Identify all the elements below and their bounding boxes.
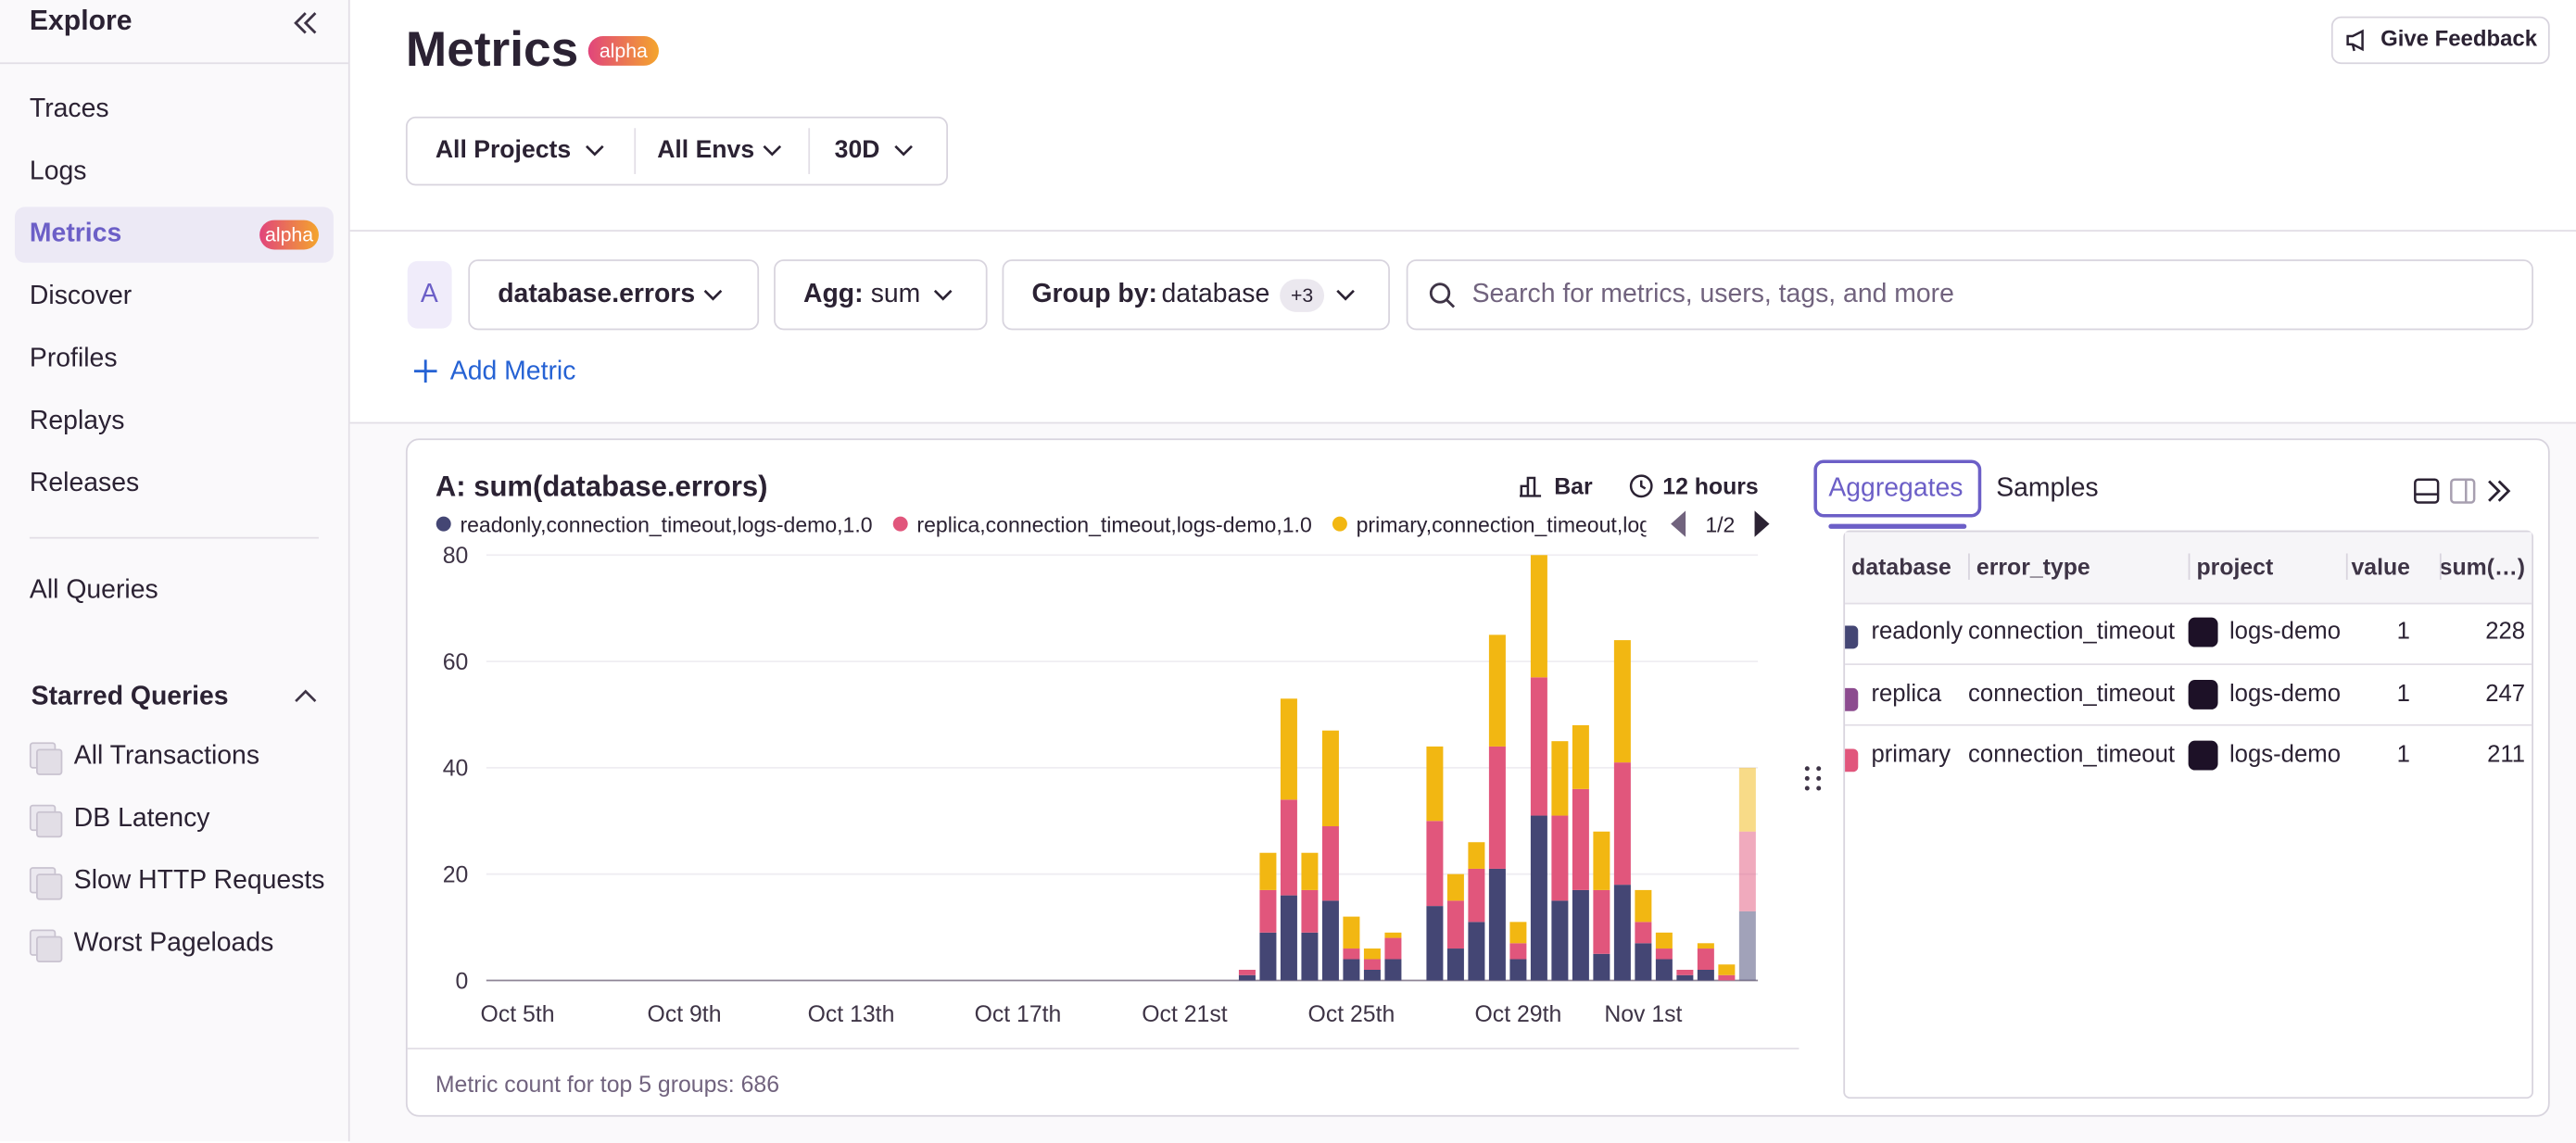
add-metric[interactable]: Add Metric <box>449 358 576 386</box>
star-icon <box>36 936 63 962</box>
interval[interactable]: 12 hours <box>1662 472 1759 499</box>
clock-icon <box>1629 474 1653 498</box>
divider <box>29 536 319 539</box>
column-divider <box>2345 553 2348 580</box>
megaphone-icon <box>2346 29 2364 52</box>
group-value[interactable]: database <box>1161 281 1270 309</box>
column-header: value <box>2351 553 2410 580</box>
tab-underline <box>1828 523 1967 529</box>
tab[interactable]: Aggregates <box>1828 474 1964 503</box>
table-cell: logs-demo <box>2229 680 2341 708</box>
filter[interactable]: All Projects <box>435 136 572 165</box>
column-header: project <box>2196 553 2274 580</box>
table-cell: primary <box>1871 742 1951 769</box>
row-swatch <box>1845 625 1859 649</box>
row-swatch <box>1845 748 1859 772</box>
star-icon <box>36 810 63 838</box>
nav-item[interactable]: Metrics <box>29 220 122 248</box>
nav-item[interactable]: Traces <box>29 94 109 123</box>
query-letter: A <box>420 281 438 309</box>
tab-focus <box>1813 459 1982 518</box>
divider <box>349 230 2576 232</box>
starred-query[interactable]: Worst Pageloads <box>73 929 274 958</box>
group-extra: +3 <box>1280 279 1325 312</box>
sidebar-title: Explore <box>29 5 133 37</box>
collapse-button[interactable] <box>293 10 319 36</box>
section-title[interactable]: Starred Queries <box>31 683 229 711</box>
project-icon <box>2188 740 2218 771</box>
divider <box>634 128 637 174</box>
table-cell: connection_timeout <box>1968 619 2176 646</box>
agg-label[interactable]: Agg: <box>802 281 864 309</box>
column-header: error_type <box>1976 553 2090 580</box>
table-cell: replica <box>1871 680 1942 708</box>
filter-group <box>405 116 949 186</box>
table-cell: 211 <box>2487 742 2526 769</box>
feedback-label[interactable]: Give Feedback <box>2380 26 2538 51</box>
nav-item[interactable]: Replays <box>29 407 125 435</box>
nav-item[interactable]: Discover <box>29 282 133 311</box>
collapse-icon[interactable] <box>294 688 317 705</box>
row-divider <box>1845 662 2532 665</box>
chart-type[interactable]: Bar <box>1554 472 1593 499</box>
nav-item[interactable]: Profiles <box>29 345 118 373</box>
tab[interactable]: Samples <box>1996 474 2099 503</box>
starred-query[interactable]: All Transactions <box>73 742 260 771</box>
nav-item[interactable]: Releases <box>29 470 140 498</box>
table-cell: 247 <box>2485 680 2526 708</box>
starred-query[interactable]: Slow HTTP Requests <box>73 867 325 896</box>
table-cell: logs-demo <box>2229 619 2341 646</box>
table-cell: 1 <box>2396 680 2410 708</box>
table-cell: 1 <box>2396 742 2410 769</box>
column-divider <box>2439 553 2442 580</box>
table-cell: connection_timeout <box>1968 742 2176 769</box>
page-title: Metrics <box>405 22 579 78</box>
chart-footer: Metric count for top 5 groups: 686 <box>435 1070 780 1098</box>
metric-name[interactable]: database.errors <box>498 281 696 309</box>
project-icon <box>2188 679 2218 710</box>
divider <box>407 1048 1799 1049</box>
nav-item[interactable]: Logs <box>29 157 87 186</box>
group-select[interactable] <box>1002 259 1390 331</box>
alpha-badge: alpha <box>259 220 319 250</box>
divider <box>808 128 811 174</box>
star-icon <box>36 748 63 775</box>
table-cell: readonly <box>1871 619 1964 646</box>
query-letter-box <box>407 260 452 329</box>
row-swatch <box>1845 687 1859 710</box>
feedback-button[interactable] <box>2330 16 2550 65</box>
agg-value[interactable]: sum <box>870 281 921 309</box>
table-cell: 1 <box>2396 619 2410 646</box>
alpha-badge: alpha <box>587 36 659 66</box>
column-divider <box>1968 553 1970 580</box>
plus-icon <box>413 359 437 383</box>
project-icon <box>2188 617 2218 647</box>
column-divider <box>2188 553 2191 580</box>
column-header: database <box>1851 553 1951 580</box>
search-input[interactable] <box>1406 259 2533 331</box>
divider <box>0 62 348 65</box>
table-cell: connection_timeout <box>1968 680 2176 708</box>
column-header: sum(…) <box>2439 553 2526 580</box>
table-cell: logs-demo <box>2229 742 2341 769</box>
panel-controls[interactable] <box>2412 476 2520 506</box>
drag-handle[interactable] <box>1802 763 1825 793</box>
table-cell: 228 <box>2485 619 2526 646</box>
chart-title: A: sum(database.errors) <box>435 470 768 503</box>
bar-icon <box>1520 476 1542 497</box>
filter[interactable]: 30D <box>834 136 880 165</box>
search-placeholder[interactable]: Search for metrics, users, tags, and mor… <box>1471 281 1954 309</box>
starred-query[interactable]: DB Latency <box>73 804 210 833</box>
star-icon <box>36 873 63 900</box>
nav-item[interactable]: All Queries <box>29 576 158 605</box>
filter[interactable]: All Envs <box>657 136 755 165</box>
row-divider <box>1845 723 2532 726</box>
group-label[interactable]: Group by: <box>1031 281 1157 309</box>
search-icon <box>1429 283 1456 308</box>
